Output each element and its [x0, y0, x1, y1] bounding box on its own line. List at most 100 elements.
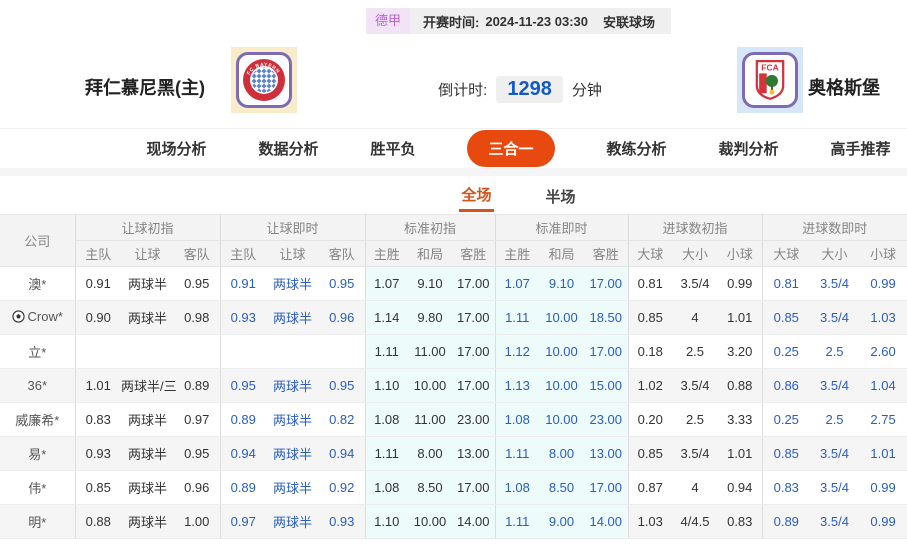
odds-cell: 0.99: [859, 504, 907, 539]
odds-cell: 17.00: [584, 470, 628, 505]
odds-cell: 0.83: [761, 470, 811, 505]
odds-cell: 8.00: [539, 436, 584, 471]
odds-cell: 0.86: [761, 368, 811, 403]
augsburg-crest-icon: FCA: [742, 52, 798, 108]
odds-cell: 1.03: [859, 300, 907, 335]
odds-cell: [174, 334, 220, 369]
odds-cell: 3.5/4: [810, 368, 860, 403]
company-name: Crow*: [27, 309, 63, 324]
odds-cell: [266, 334, 319, 369]
odds-cell: 两球半: [266, 266, 319, 301]
soccer-ball-icon: [11, 310, 25, 326]
odds-cell: 10.00: [539, 402, 584, 437]
odds-cell: 10.00: [539, 300, 584, 335]
odds-cell: [319, 334, 365, 369]
odds-cell: 两球半: [266, 504, 319, 539]
odds-cell: 两球半: [121, 436, 174, 471]
away-team-name: 奥格斯堡: [808, 78, 880, 98]
sub-column-header: 主胜: [364, 240, 408, 267]
sub-column-header: 和局: [539, 240, 584, 267]
odds-cell: 13.00: [584, 436, 628, 471]
odds-cell: 0.96: [319, 300, 365, 335]
sub-column-header: 大小: [672, 240, 718, 267]
odds-cell: 0.97: [219, 504, 266, 539]
odds-cell: 3.5/4: [810, 504, 860, 539]
odds-cell: 0.88: [718, 368, 763, 403]
odds-row: 易* 0.93 两球半 0.95 0.94 两球半 0.94 1.11 8.00 13.00 1.1…: [0, 436, 907, 471]
odds-cell: 两球半/三: [121, 368, 177, 403]
odds-cell: 17.00: [452, 300, 495, 335]
odds-cell: 17.00: [452, 266, 495, 301]
sub-column-header: 小球: [859, 240, 907, 267]
odds-cell: 2.60: [859, 334, 907, 369]
odds-cell: 1.00: [174, 504, 220, 539]
sub-column-header: 主队: [74, 240, 121, 267]
odds-row: 澳* 0.91 两球半 0.95 0.91 两球半 0.95 1.07 9.10 17.00 1.0…: [0, 266, 907, 301]
odds-cell: 1.01: [718, 436, 763, 471]
odds-cell: 1.02: [627, 368, 672, 403]
odds-cell: [121, 334, 174, 369]
subtab-half-match[interactable]: 半场: [545, 188, 576, 206]
kickoff-label: 开赛时间:: [423, 14, 480, 30]
odds-cell: 两球半: [266, 368, 319, 403]
tab-referee-analysis[interactable]: 裁判分析: [718, 141, 779, 158]
odds-cell: 14.00: [584, 504, 628, 539]
odds-cell: 2.5: [672, 402, 718, 437]
group-header: 让球即时: [219, 214, 365, 241]
company-column-header: 公司: [0, 214, 75, 267]
tab-expert-picks[interactable]: 高手推荐: [830, 141, 891, 158]
odds-cell: 17.00: [452, 368, 495, 403]
tab-win-draw-lose[interactable]: 胜平负: [370, 141, 416, 158]
odds-cell: 3.5/4: [810, 470, 860, 505]
subtab-full-match[interactable]: 全场: [459, 178, 494, 212]
odds-cell: 10.00: [408, 504, 452, 539]
odds-cell: 0.93: [219, 300, 266, 335]
odds-cell: 两球半: [266, 436, 319, 471]
odds-cell: 两球半: [121, 300, 174, 335]
odds-cell: 两球半: [266, 470, 319, 505]
odds-cell: 1.11: [364, 334, 408, 369]
subtab-bar: 全场 半场: [0, 176, 907, 214]
odds-cell: 0.89: [174, 368, 220, 403]
sub-column-header: 和局: [408, 240, 452, 267]
odds-cell: 0.95: [319, 266, 365, 301]
odds-cell: 0.89: [219, 402, 266, 437]
sub-column-header: 让球: [266, 240, 319, 267]
countdown-value: 1298: [496, 76, 563, 103]
odds-cell: 0.81: [627, 266, 672, 301]
tab-bar: 现场分析 数据分析 胜平负 三合一 教练分析 裁判分析 高手推荐: [0, 128, 907, 168]
odds-cell: 1.10: [364, 504, 408, 539]
odds-cell: 1.01: [718, 300, 763, 335]
odds-cell: 0.94: [718, 470, 763, 505]
odds-cell: 0.95: [174, 436, 220, 471]
odds-cell: 0.99: [859, 266, 907, 301]
odds-cell: 0.95: [319, 368, 365, 403]
match-info-bar-wrap: 德甲 开赛时间: 2024-11-23 03:30 安联球场: [0, 8, 907, 34]
odds-cell: 两球半: [121, 266, 174, 301]
group-header: 进球数即时: [761, 214, 907, 241]
odds-cell: 18.50: [584, 300, 628, 335]
odds-cell: 1.10: [364, 368, 408, 403]
odds-cell: 0.20: [627, 402, 672, 437]
company-cell: 立*: [0, 334, 75, 369]
company-name: 立*: [28, 345, 47, 360]
odds-cell: 23.00: [452, 402, 495, 437]
odds-row: 36* 1.01 两球半/三 0.89 0.95 两球半 0.95 1.10 10.00 17.0…: [0, 368, 907, 403]
odds-cell: 两球半: [121, 470, 174, 505]
tab-live-analysis[interactable]: 现场分析: [146, 141, 207, 158]
odds-cell: 17.00: [584, 266, 628, 301]
tab-coach-analysis[interactable]: 教练分析: [606, 141, 667, 158]
odds-table: 公司 让球初指 让球即时 标准初指 标准即时 进球数初指 进球数即时 主队 让球 客队 主队 让球 客队…: [0, 214, 907, 539]
home-team-name: 拜仁慕尼黑(主): [85, 78, 205, 98]
odds-cell: 8.50: [539, 470, 584, 505]
tab-three-in-one[interactable]: 三合一: [467, 130, 555, 167]
odds-cell: 4: [672, 300, 718, 335]
odds-row: 立* 1.11 11.00 17.00 1.12 10.00 17.00 0.18 2.5 3.2…: [0, 334, 907, 369]
countdown-label: 倒计时:: [438, 82, 488, 99]
odds-cell: 2.5: [810, 334, 860, 369]
home-team-logo: FC BAYERN: [231, 47, 297, 113]
odds-cell: 10.00: [408, 368, 452, 403]
tab-data-analysis[interactable]: 数据分析: [258, 141, 319, 158]
odds-cell: 1.08: [364, 402, 408, 437]
odds-cell: 1.12: [494, 334, 539, 369]
